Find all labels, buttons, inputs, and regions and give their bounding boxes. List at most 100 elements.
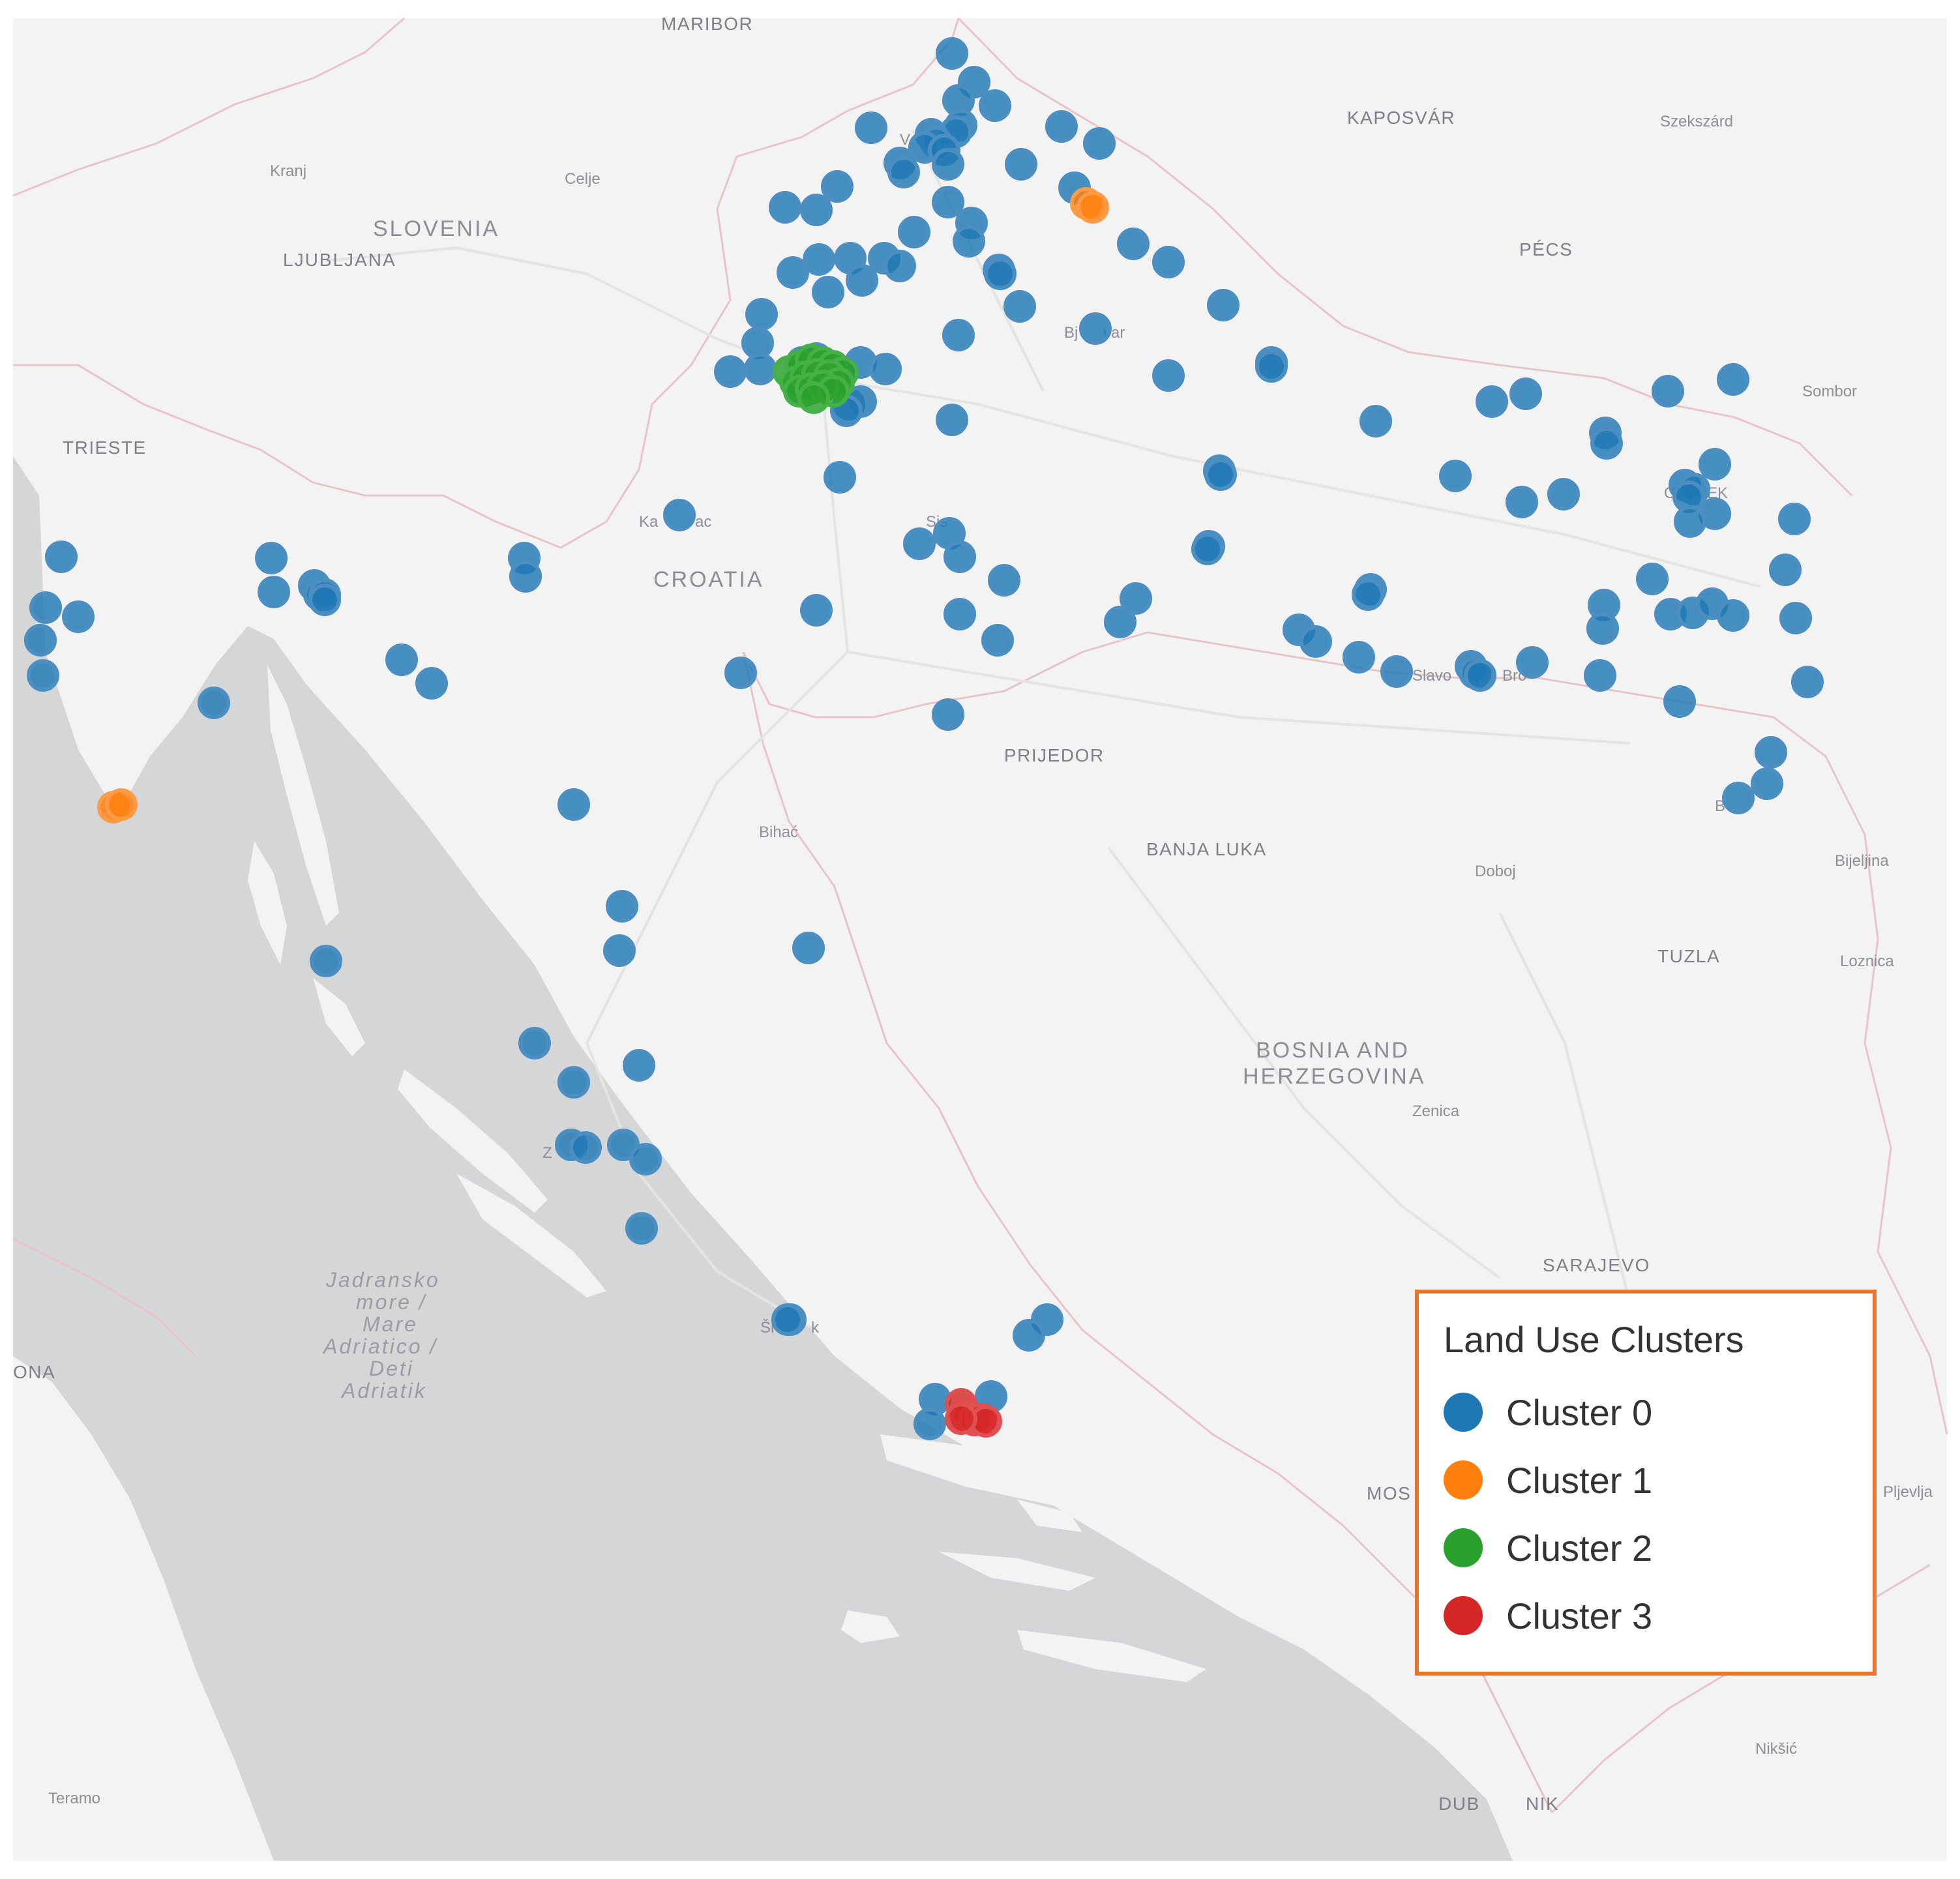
marker-cluster-0[interactable] (1439, 460, 1472, 492)
marker-cluster-0[interactable] (981, 624, 1014, 657)
marker-cluster-0[interactable] (936, 404, 968, 436)
marker-cluster-0[interactable] (1584, 659, 1616, 692)
marker-cluster-0[interactable] (1663, 685, 1696, 718)
marker-cluster-0[interactable] (869, 353, 902, 385)
marker-cluster-0[interactable] (1722, 782, 1755, 814)
marker-cluster-0[interactable] (1779, 602, 1812, 634)
marker-cluster-0[interactable] (569, 1131, 602, 1164)
marker-cluster-0[interactable] (777, 256, 809, 289)
marker-cluster-0[interactable] (1299, 625, 1332, 658)
marker-cluster-0[interactable] (800, 594, 833, 627)
marker-cluster-0[interactable] (1013, 1319, 1045, 1352)
markers-cluster-1[interactable] (97, 187, 1109, 823)
marker-cluster-0[interactable] (1005, 148, 1037, 181)
marker-cluster-0[interactable] (1152, 359, 1185, 392)
marker-cluster-0[interactable] (932, 148, 964, 181)
marker-cluster-0[interactable] (898, 216, 930, 248)
marker-cluster-0[interactable] (1204, 458, 1237, 491)
marker-cluster-0[interactable] (942, 319, 975, 351)
marker-cluster-0[interactable] (625, 1212, 658, 1245)
marker-cluster-0[interactable] (258, 576, 290, 608)
marker-cluster-0[interactable] (1255, 350, 1288, 383)
marker-cluster-0[interactable] (744, 353, 777, 385)
marker-cluster-0[interactable] (846, 264, 878, 297)
marker-cluster-0[interactable] (771, 1303, 804, 1336)
marker-cluster-0[interactable] (988, 564, 1020, 597)
marker-cluster-0[interactable] (1380, 655, 1413, 688)
marker-cluster-0[interactable] (310, 945, 342, 977)
marker-cluster-0[interactable] (663, 499, 696, 531)
marker-cluster-0[interactable] (1506, 486, 1538, 518)
marker-cluster-0[interactable] (62, 600, 95, 633)
marker-cluster-0[interactable] (887, 156, 920, 188)
marker-cluster-1[interactable] (1077, 191, 1109, 224)
marker-cluster-0[interactable] (932, 186, 964, 218)
marker-cluster-0[interactable] (943, 598, 976, 630)
marker-cluster-0[interactable] (385, 644, 418, 676)
marker-cluster-0[interactable] (1191, 533, 1224, 565)
marker-cluster-0[interactable] (903, 527, 936, 560)
marker-cluster-0[interactable] (198, 687, 230, 719)
marker-cluster-0[interactable] (1352, 578, 1384, 611)
marker-cluster-0[interactable] (745, 298, 778, 331)
marker-cluster-0[interactable] (1778, 503, 1811, 535)
marker-cluster-0[interactable] (1509, 377, 1542, 410)
marker-cluster-0[interactable] (1120, 582, 1152, 615)
marker-cluster-0[interactable] (1343, 641, 1375, 673)
marker-cluster-0[interactable] (932, 698, 964, 731)
marker-cluster-3[interactable] (945, 1402, 977, 1435)
marker-cluster-0[interactable] (1586, 612, 1619, 645)
marker-cluster-0[interactable] (1083, 127, 1116, 160)
marker-cluster-0[interactable] (1464, 659, 1496, 692)
marker-cluster-0[interactable] (724, 657, 757, 689)
marker-cluster-0[interactable] (1359, 405, 1392, 437)
marker-cluster-0[interactable] (1652, 375, 1684, 407)
marker-cluster-0[interactable] (1699, 448, 1731, 481)
marker-cluster-0[interactable] (1104, 606, 1136, 638)
marker-cluster-0[interactable] (1003, 290, 1036, 323)
marker-cluster-2[interactable] (797, 381, 830, 414)
marker-cluster-0[interactable] (603, 934, 636, 967)
marker-cluster-0[interactable] (943, 540, 976, 573)
marker-cluster-0[interactable] (606, 890, 638, 923)
marker-cluster-0[interactable] (415, 667, 448, 700)
marker-cluster-0[interactable] (824, 461, 856, 494)
marker-cluster-0[interactable] (629, 1143, 662, 1176)
marker-cluster-1[interactable] (105, 788, 138, 821)
marker-cluster-0[interactable] (509, 560, 542, 593)
marker-cluster-0[interactable] (623, 1049, 655, 1082)
marker-cluster-0[interactable] (1755, 736, 1787, 769)
marker-cluster-0[interactable] (800, 194, 833, 226)
marker-cluster-0[interactable] (855, 111, 887, 144)
marker-cluster-0[interactable] (24, 624, 57, 657)
marker-cluster-0[interactable] (1590, 427, 1623, 460)
marker-cluster-0[interactable] (769, 191, 801, 224)
marker-cluster-0[interactable] (29, 591, 62, 624)
marker-cluster-0[interactable] (936, 37, 968, 70)
markers-cluster-0[interactable] (24, 37, 1824, 1440)
marker-cluster-0[interactable] (1791, 666, 1824, 698)
marker-cluster-0[interactable] (1717, 363, 1749, 396)
marker-cluster-0[interactable] (1476, 385, 1508, 418)
marker-cluster-0[interactable] (45, 540, 78, 573)
marker-cluster-0[interactable] (1636, 563, 1669, 595)
marker-cluster-0[interactable] (1717, 599, 1749, 632)
marker-cluster-0[interactable] (1117, 228, 1150, 260)
marker-cluster-0[interactable] (1045, 110, 1078, 143)
marker-cluster-0[interactable] (1751, 767, 1783, 800)
marker-cluster-0[interactable] (1516, 646, 1549, 679)
marker-cluster-0[interactable] (1207, 289, 1240, 321)
markers-cluster-3[interactable] (945, 1388, 1002, 1438)
marker-cluster-0[interactable] (714, 355, 747, 388)
marker-cluster-0[interactable] (27, 659, 59, 692)
marker-cluster-0[interactable] (557, 1066, 590, 1099)
marker-cluster-0[interactable] (913, 1408, 946, 1440)
marker-cluster-0[interactable] (255, 542, 288, 574)
marker-cluster-0[interactable] (883, 250, 916, 282)
marker-cluster-0[interactable] (1769, 554, 1802, 586)
marker-cluster-0[interactable] (1547, 478, 1580, 510)
marker-cluster-0[interactable] (821, 170, 854, 203)
marker-cluster-0[interactable] (518, 1027, 551, 1059)
marker-cluster-0[interactable] (792, 932, 825, 964)
